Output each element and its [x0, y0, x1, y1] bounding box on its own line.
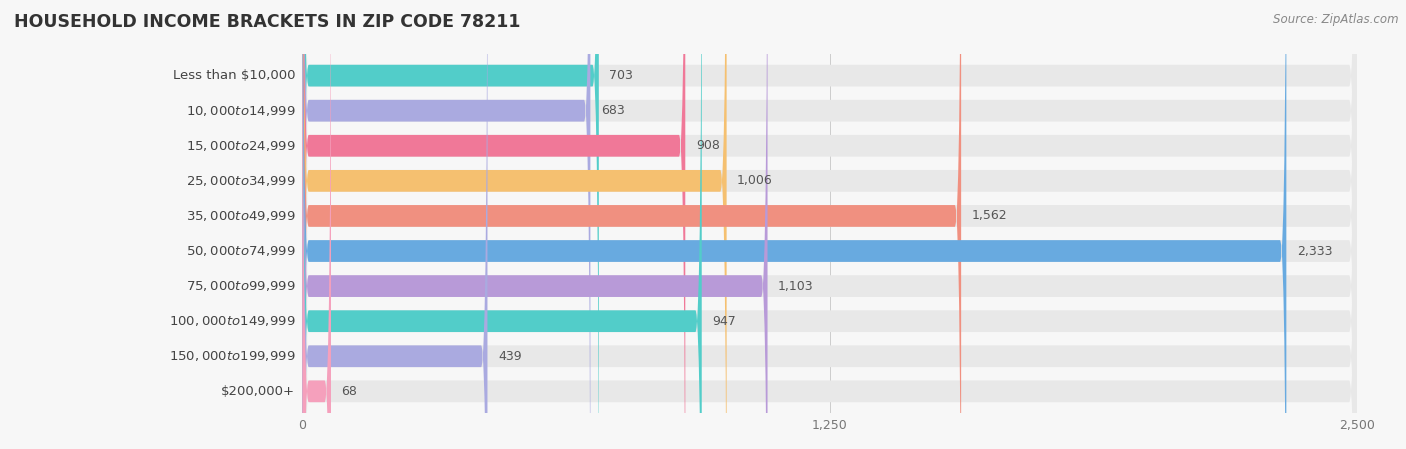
FancyBboxPatch shape [302, 0, 1357, 449]
FancyBboxPatch shape [302, 0, 1357, 449]
FancyBboxPatch shape [302, 0, 1286, 449]
FancyBboxPatch shape [302, 0, 702, 449]
Text: $75,000 to $99,999: $75,000 to $99,999 [186, 279, 295, 293]
Text: $50,000 to $74,999: $50,000 to $74,999 [186, 244, 295, 258]
Text: $35,000 to $49,999: $35,000 to $49,999 [186, 209, 295, 223]
Text: 2,333: 2,333 [1296, 245, 1333, 258]
Text: 703: 703 [609, 69, 633, 82]
FancyBboxPatch shape [302, 0, 330, 449]
FancyBboxPatch shape [302, 0, 1357, 449]
Text: $10,000 to $14,999: $10,000 to $14,999 [186, 104, 295, 118]
FancyBboxPatch shape [302, 0, 1357, 449]
Text: Less than $10,000: Less than $10,000 [173, 69, 295, 82]
FancyBboxPatch shape [302, 0, 962, 449]
Text: $25,000 to $34,999: $25,000 to $34,999 [186, 174, 295, 188]
FancyBboxPatch shape [302, 0, 1357, 449]
FancyBboxPatch shape [302, 0, 1357, 449]
FancyBboxPatch shape [302, 0, 1357, 449]
Text: Source: ZipAtlas.com: Source: ZipAtlas.com [1274, 13, 1399, 26]
Text: 68: 68 [342, 385, 357, 398]
FancyBboxPatch shape [302, 0, 1357, 449]
Text: 1,103: 1,103 [778, 280, 814, 293]
FancyBboxPatch shape [302, 0, 768, 449]
FancyBboxPatch shape [302, 0, 685, 449]
Text: $15,000 to $24,999: $15,000 to $24,999 [186, 139, 295, 153]
FancyBboxPatch shape [302, 0, 1357, 449]
Text: 908: 908 [696, 139, 720, 152]
Text: 1,562: 1,562 [972, 209, 1007, 222]
FancyBboxPatch shape [302, 0, 591, 449]
Text: 947: 947 [713, 315, 735, 328]
Text: 683: 683 [600, 104, 624, 117]
Text: $200,000+: $200,000+ [221, 385, 295, 398]
Text: HOUSEHOLD INCOME BRACKETS IN ZIP CODE 78211: HOUSEHOLD INCOME BRACKETS IN ZIP CODE 78… [14, 13, 520, 31]
FancyBboxPatch shape [302, 0, 1357, 449]
FancyBboxPatch shape [302, 0, 488, 449]
Text: 439: 439 [498, 350, 522, 363]
FancyBboxPatch shape [302, 0, 599, 449]
Text: $150,000 to $199,999: $150,000 to $199,999 [169, 349, 295, 363]
Text: $100,000 to $149,999: $100,000 to $149,999 [169, 314, 295, 328]
Text: 1,006: 1,006 [737, 174, 773, 187]
FancyBboxPatch shape [302, 0, 727, 449]
